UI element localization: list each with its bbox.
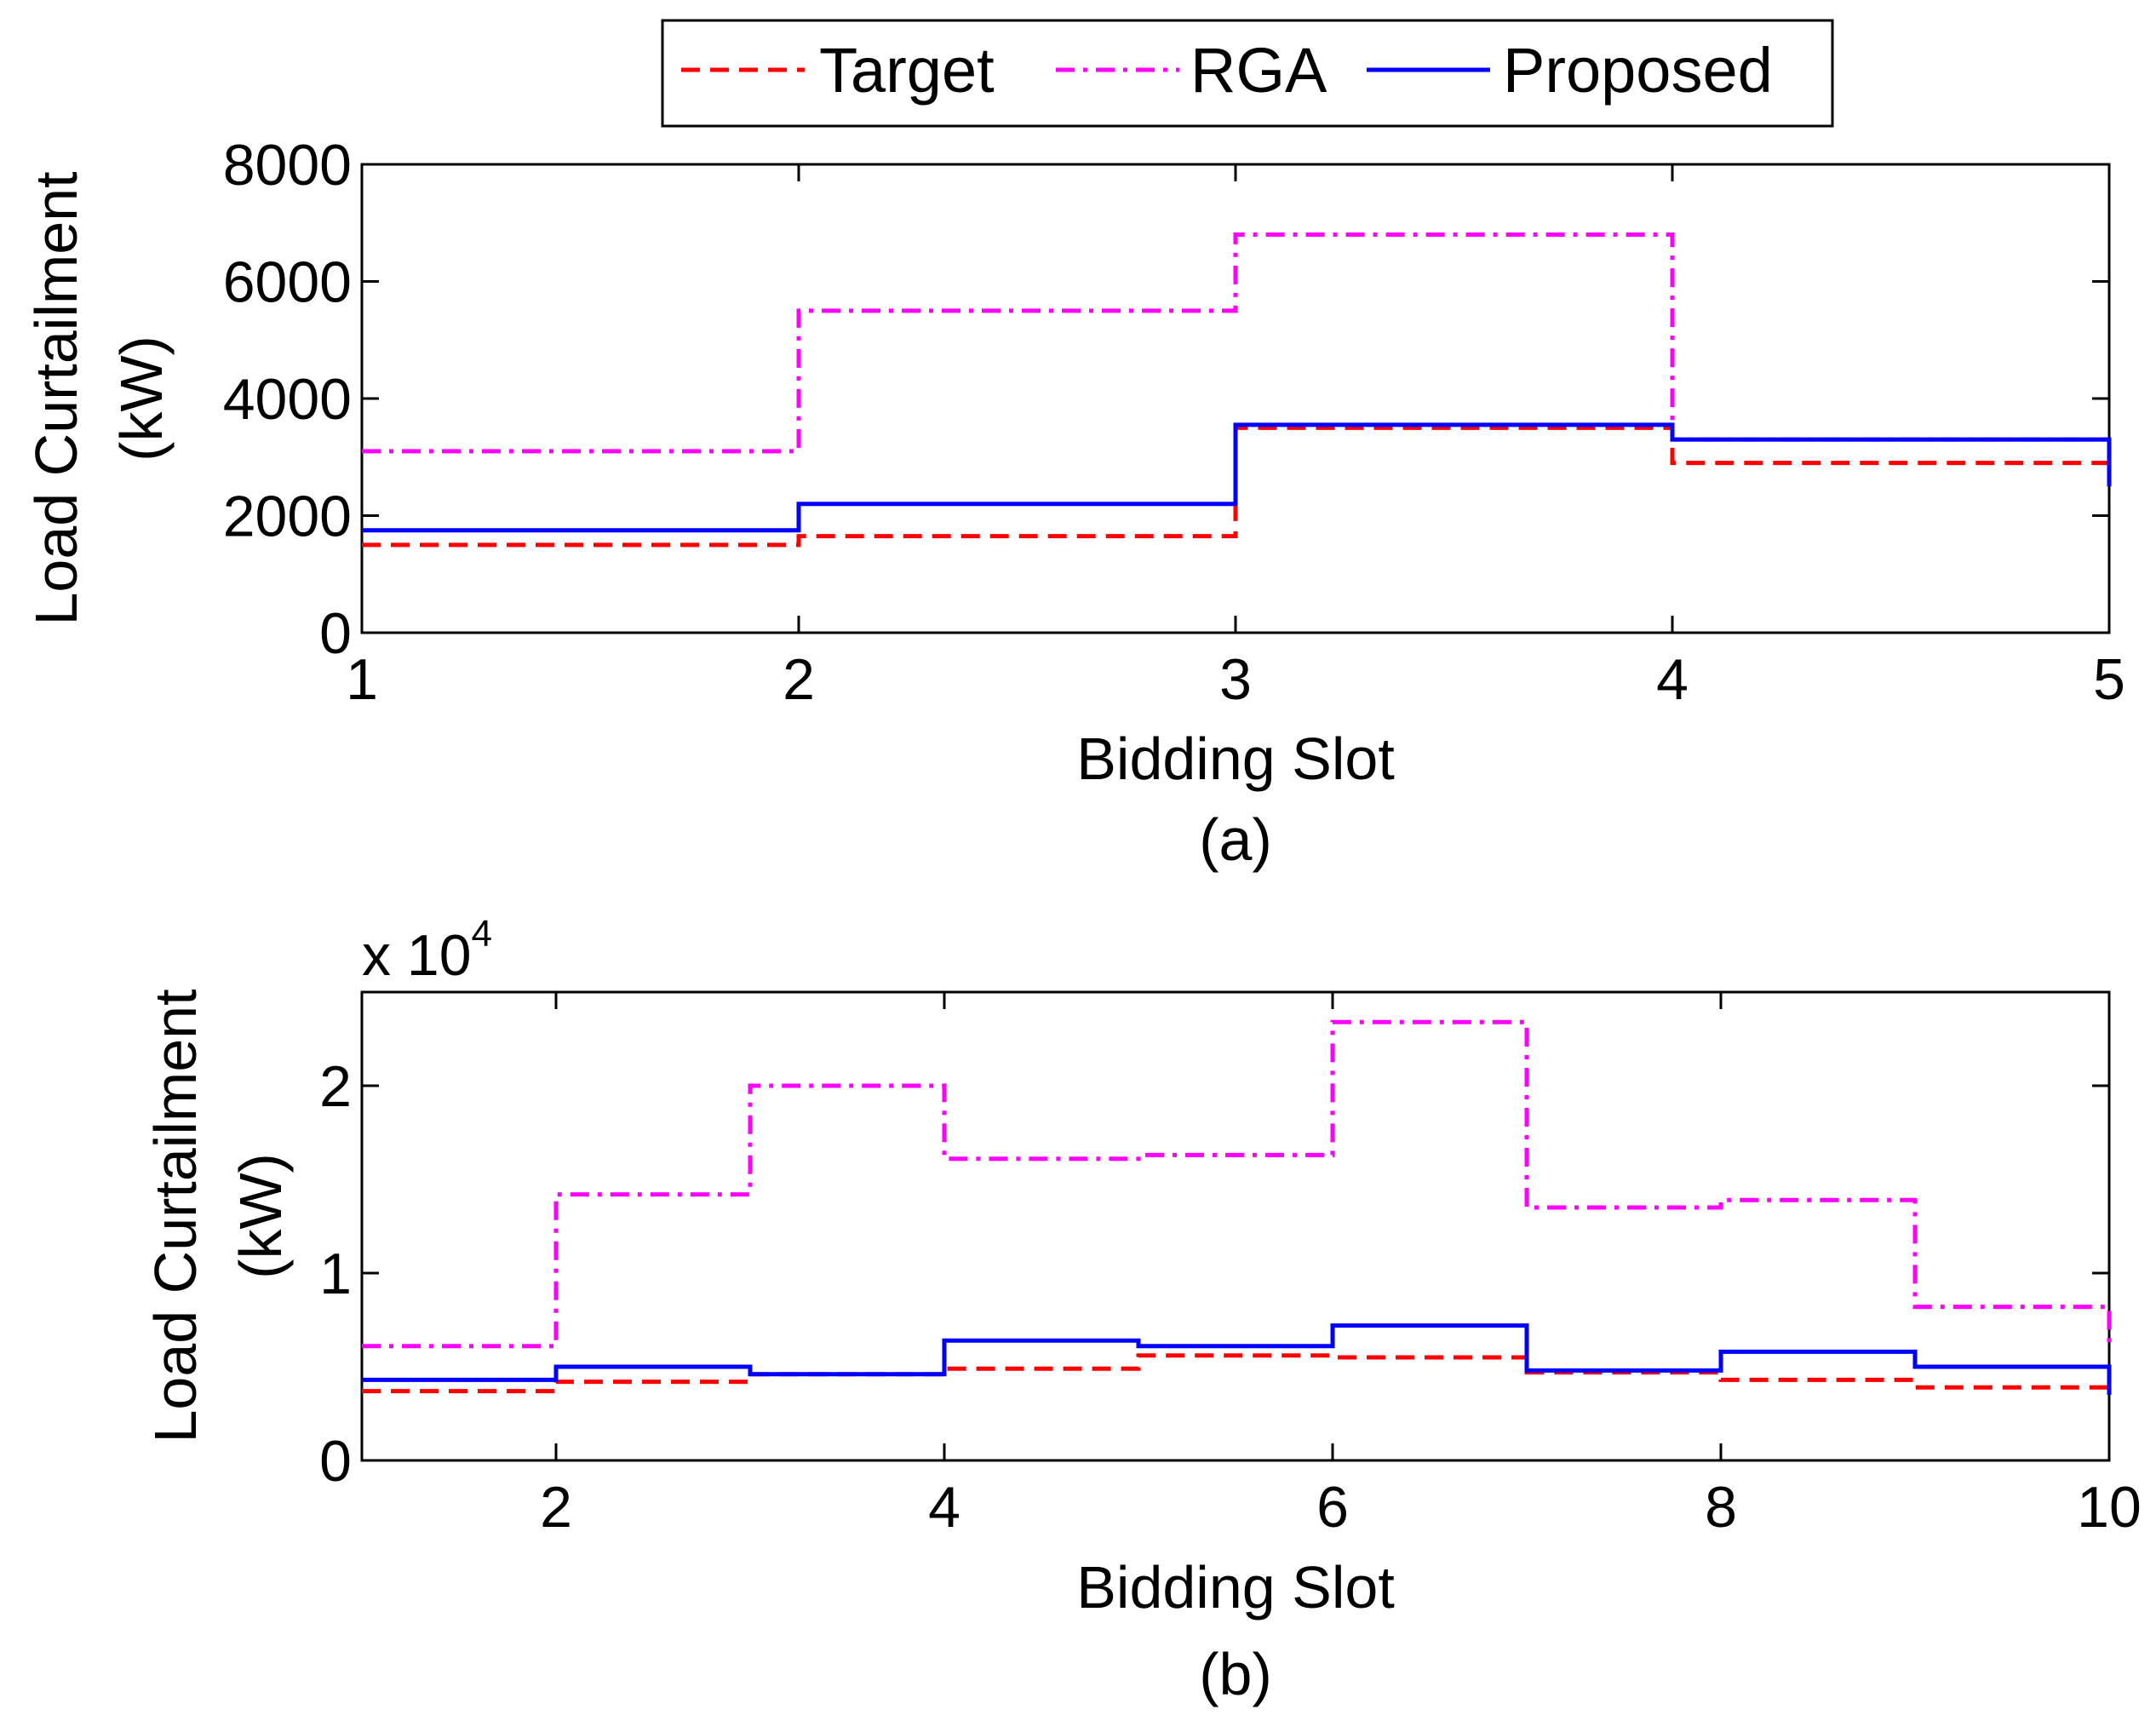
x-tick-label: 1: [346, 647, 378, 712]
y-axis-label-b-line1: Load Curtailment: [142, 989, 209, 1443]
legend-box: [661, 19, 1834, 128]
y-axis-label-a-line2: (kW): [108, 336, 175, 462]
x-tick-label: 5: [2093, 647, 2125, 712]
panel-label-b: (b): [1199, 1641, 1272, 1707]
series-line-proposed: [362, 422, 2112, 533]
y-axis-label-a-line1: Load Curtailment: [23, 171, 89, 625]
x-tick-label: 2: [540, 1475, 572, 1540]
panel-label-a: (a): [1199, 806, 1272, 873]
x-tick-label: 2: [783, 647, 815, 712]
y-tick-labels-a: 0 2000 4000 6000 8000: [223, 133, 352, 666]
x-tick-label: 4: [928, 1475, 960, 1540]
series-line-target: [362, 1353, 2112, 1395]
x-tick-label: 8: [1705, 1475, 1737, 1540]
series-line-proposed: [362, 1323, 2112, 1395]
legend-label-target: Target: [819, 35, 995, 106]
y-axis-multiplier-base: x 10: [362, 923, 472, 988]
y-tick-label: 4000: [223, 367, 352, 432]
y-axis-multiplier: x 104: [362, 913, 492, 988]
x-axis-label-a: Bidding Slot: [1076, 726, 1395, 792]
x-tick-label: 3: [1219, 647, 1252, 712]
legend: Target RGA Proposed: [661, 19, 1834, 128]
chart-panel-b: 2 4 6 8 10 0 1 2 Bidding Slot (b) Load Curtail…: [142, 913, 2142, 1707]
x-tick-labels-a: 1 2 3 4 5: [346, 647, 2125, 712]
y-axis-label-b-line2: (kW): [227, 1153, 294, 1279]
y-tick-label: 1: [319, 1242, 352, 1306]
y-tick-label: 0: [319, 601, 352, 666]
x-axis-label-b: Bidding Slot: [1076, 1554, 1395, 1621]
axis-ticks-b: [362, 992, 2111, 1462]
series-group-b: [362, 1019, 2112, 1395]
series-group-a: [362, 232, 2112, 548]
y-axis-multiplier-exponent: 4: [472, 913, 492, 955]
y-tick-labels-b: 0 1 2: [319, 1054, 352, 1494]
y-tick-label: 2: [319, 1054, 352, 1119]
x-tick-labels-b: 2 4 6 8 10: [540, 1475, 2142, 1540]
x-tick-label: 10: [2077, 1475, 2142, 1540]
x-tick-label: 4: [1656, 647, 1689, 712]
legend-label-rga: RGA: [1190, 35, 1327, 106]
y-tick-label: 0: [319, 1429, 352, 1494]
plot-area-b: [360, 990, 2111, 1462]
y-tick-label: 2000: [223, 485, 352, 549]
legend-label-proposed: Proposed: [1503, 35, 1773, 106]
series-line-rga: [362, 1019, 2112, 1349]
chart-panel-a: 1 2 3 4 5 0 2000 4000 6000 8000 Bidding Slot (a)…: [23, 133, 2125, 873]
x-tick-label: 6: [1316, 1475, 1349, 1540]
y-tick-label: 8000: [223, 133, 352, 198]
axis-ticks-a: [360, 163, 2111, 634]
y-tick-label: 6000: [223, 250, 352, 315]
series-line-rga: [362, 232, 2112, 475]
